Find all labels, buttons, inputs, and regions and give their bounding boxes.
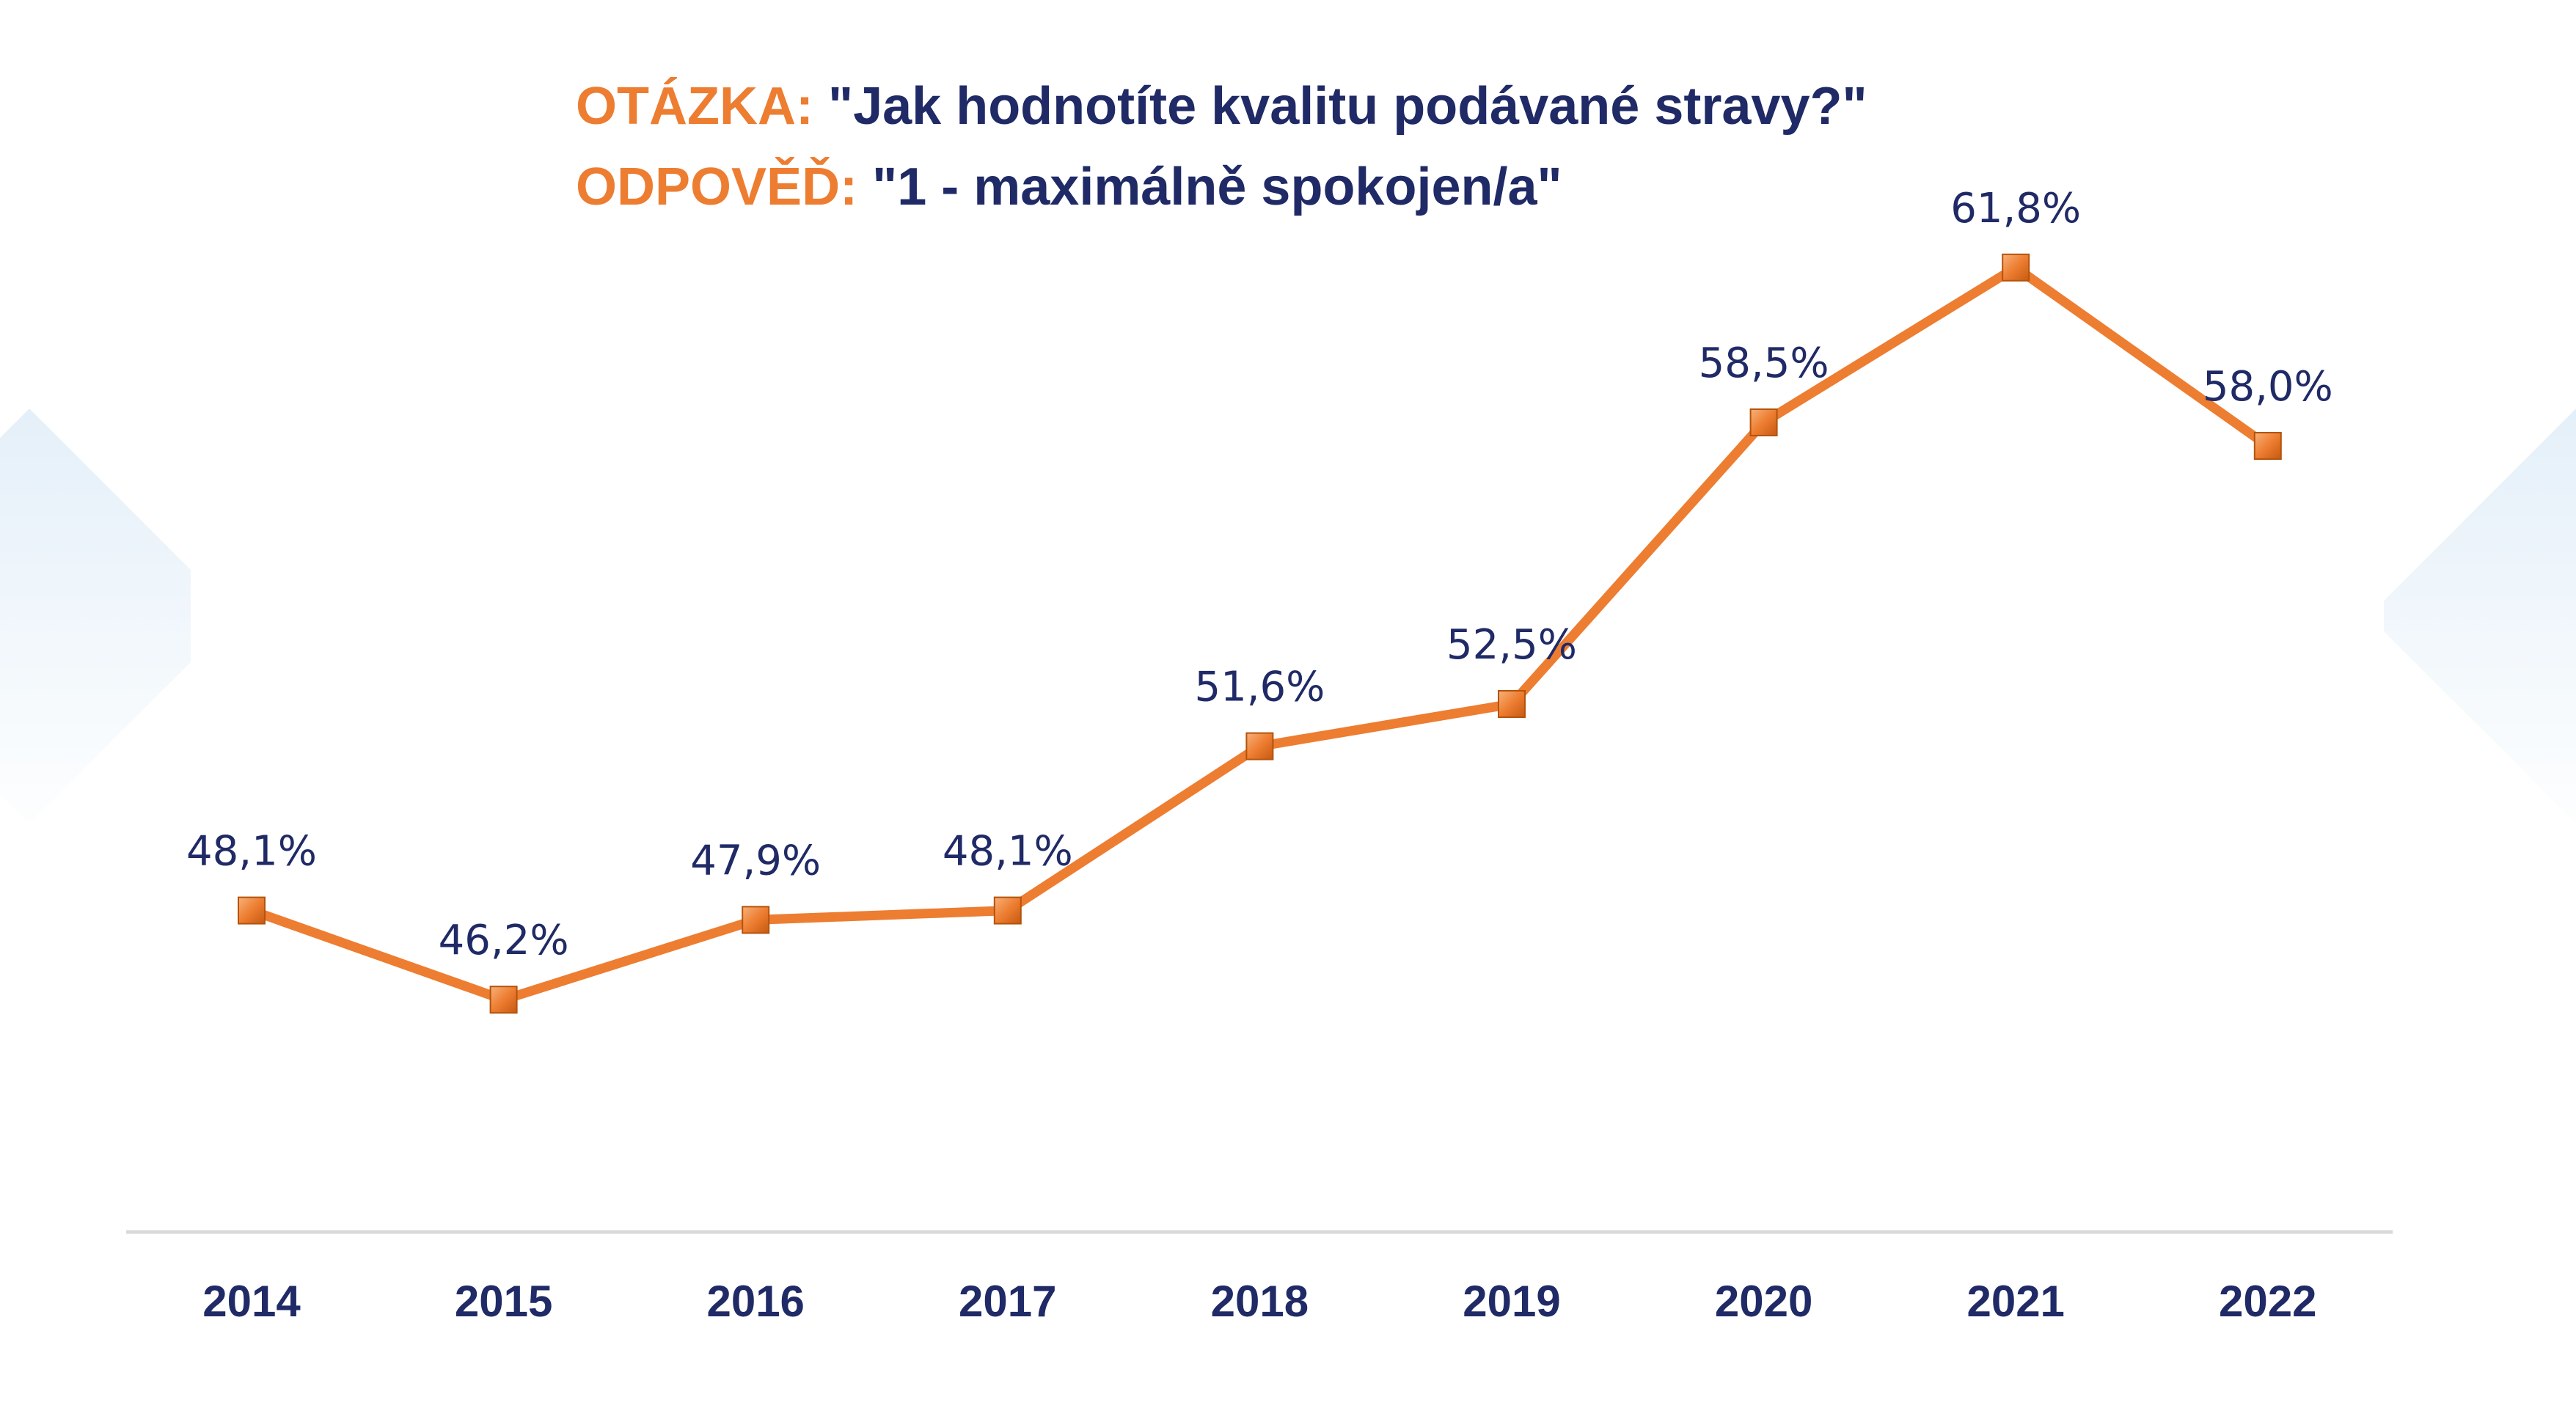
data-point-marker <box>1245 732 1274 760</box>
x-tick-label: 2022 <box>2219 1277 2316 1326</box>
series-line <box>246 263 2273 1005</box>
data-point-marker <box>742 906 770 934</box>
data-label: 46,2% <box>439 917 569 964</box>
data-label: 47,9% <box>690 837 821 884</box>
answer-text: "1 - maximálně spokojen/a" <box>872 158 1562 216</box>
data-label: 58,0% <box>2203 363 2333 411</box>
answer-line: ODPOVĚĎ: "1 - maximálně spokojen/a" <box>576 147 1867 227</box>
question-text: "Jak hodnotíte kvalitu podávané stravy?" <box>827 77 1867 136</box>
data-label: 51,6% <box>1194 664 1325 711</box>
data-label: 48,1% <box>943 828 1073 876</box>
question-line: OTÁZKA: "Jak hodnotíte kvalitu podávané … <box>576 66 1867 147</box>
x-tick-label: 2014 <box>202 1277 301 1326</box>
x-tick-label: 2019 <box>1463 1277 1560 1326</box>
data-point-marker <box>1749 408 1778 436</box>
data-label: 52,5% <box>1446 621 1577 669</box>
x-tick-label: 2020 <box>1715 1277 1812 1326</box>
x-tick-label: 2015 <box>455 1277 552 1326</box>
data-point-marker <box>489 986 518 1014</box>
chart-title: OTÁZKA: "Jak hodnotíte kvalitu podávané … <box>576 66 1867 227</box>
data-point-marker <box>2253 432 2282 460</box>
data-label: 58,5% <box>1699 340 1829 387</box>
answer-label: ODPOVĚĎ: <box>576 158 858 216</box>
x-tick-label: 2018 <box>1211 1277 1309 1326</box>
x-tick-label: 2016 <box>706 1277 804 1326</box>
data-point-marker <box>1498 690 1526 718</box>
x-tick-label: 2021 <box>1966 1277 2064 1326</box>
data-label: 61,8% <box>1950 185 2081 232</box>
data-point-marker <box>993 896 1022 925</box>
data-point-marker <box>238 896 266 925</box>
data-point-marker <box>2002 253 2030 282</box>
data-label: 48,1% <box>186 828 317 876</box>
x-tick-label: 2017 <box>959 1277 1056 1326</box>
plot-panel <box>191 484 2384 1408</box>
question-label: OTÁZKA: <box>576 77 813 136</box>
